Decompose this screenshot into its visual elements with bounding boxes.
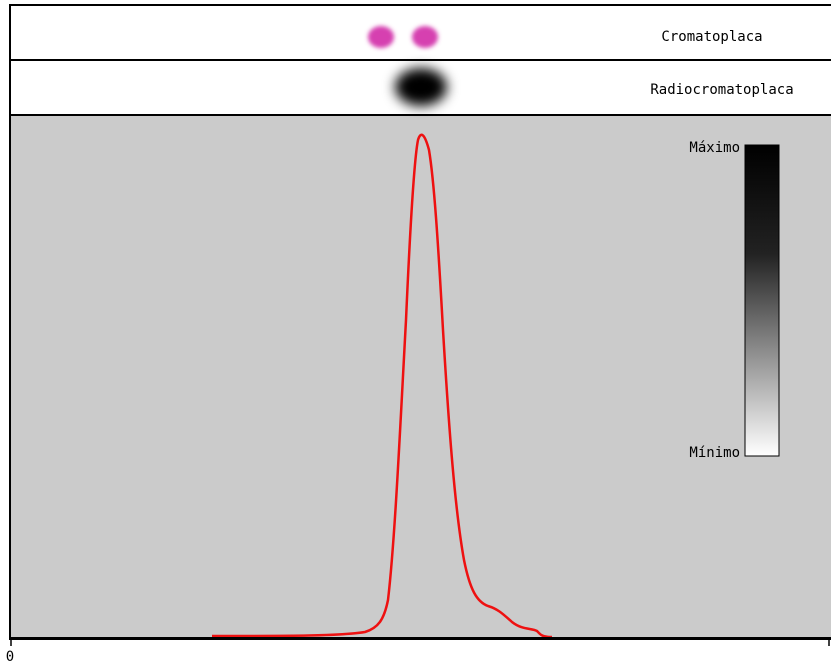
page: Cromatoplaca Radiocromatoplaca Máximo Mí…	[0, 0, 831, 666]
row-label: Radiocromatoplaca	[650, 82, 793, 98]
diagram: Cromatoplaca Radiocromatoplaca Máximo Mí…	[0, 0, 831, 666]
radio-spot	[395, 68, 447, 106]
intensity-scale	[745, 145, 779, 456]
spot	[368, 26, 394, 48]
spot	[412, 26, 438, 48]
origin-label: 0	[6, 649, 14, 665]
plot-area	[10, 115, 831, 639]
scale-label: Mínimo	[689, 445, 740, 461]
row-label: Cromatoplaca	[661, 29, 762, 45]
scale-label: Máximo	[689, 140, 740, 156]
